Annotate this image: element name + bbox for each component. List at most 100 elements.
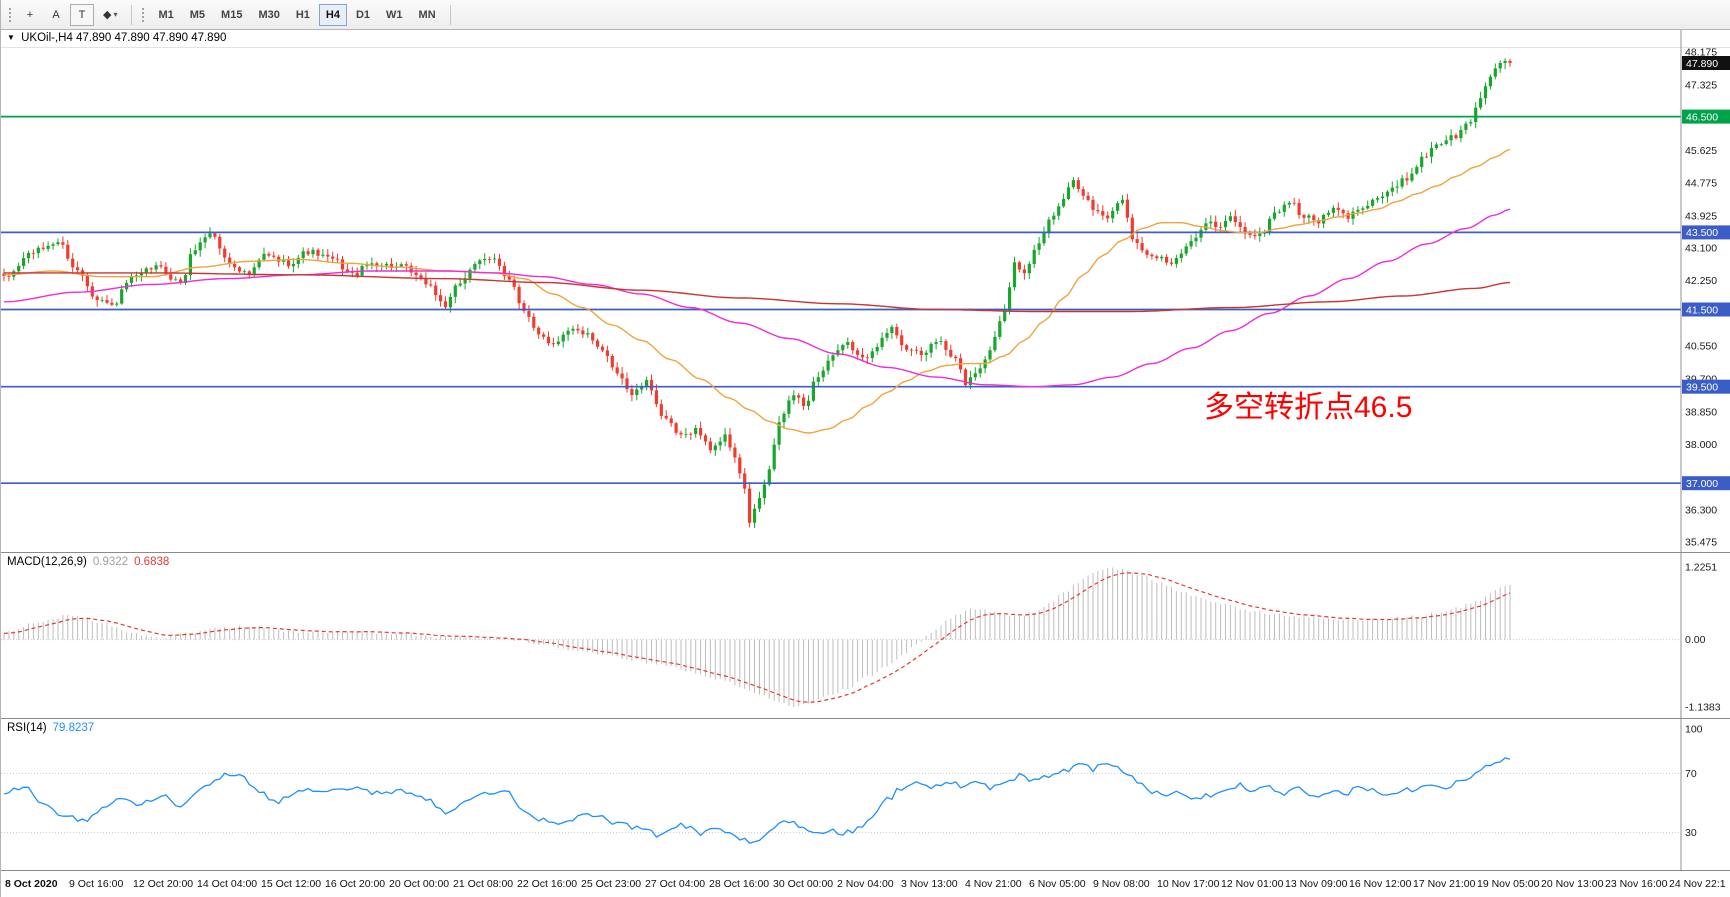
svg-text:16 Oct 20:00: 16 Oct 20:00	[325, 878, 385, 890]
svg-text:22 Oct 16:00: 22 Oct 16:00	[517, 878, 577, 890]
svg-text:44.775: 44.775	[1685, 178, 1717, 190]
svg-text:19 Nov 05:00: 19 Nov 05:00	[1477, 878, 1540, 890]
time-axis-canvas[interactable]: 8 Oct 2020 9 Oct 16:00 12 Oct 20:00 14 Oct …	[1, 871, 1730, 897]
svg-text:48.175: 48.175	[1685, 47, 1717, 59]
toolbar: + A T ◆ ▾ M1 M5 M15 M30 H1 H4 D1 W1 MN	[1, 0, 1730, 30]
timeframe-button-h4[interactable]: H4	[318, 3, 347, 26]
main-chart-panel[interactable]: ▼ UKOil-,H4 47.890 47.890 47.890 47.890 …	[1, 30, 1730, 552]
svg-text:41.500: 41.500	[1686, 304, 1718, 316]
macd-histogram	[3, 567, 1511, 707]
text-label-tool-button[interactable]: T	[70, 3, 94, 26]
timeframe-toolbar: M1 M5 M15 M30 H1 H4 D1 W1 MN	[150, 3, 443, 26]
svg-text:30: 30	[1685, 827, 1697, 839]
svg-text:8 Oct 2020: 8 Oct 2020	[5, 878, 58, 890]
svg-text:43.500: 43.500	[1686, 227, 1718, 239]
chart-title: ▼ UKOil-,H4 47.890 47.890 47.890 47.890	[7, 32, 226, 44]
macd-signal-value: 0.6838	[134, 556, 170, 568]
svg-text:13 Nov 09:00: 13 Nov 09:00	[1285, 878, 1348, 890]
macd-canvas[interactable]: 1.2251 0.00 -1.1383	[1, 553, 1730, 718]
price-badge-46.500: 46.500	[1682, 109, 1730, 124]
svg-text:36.300: 36.300	[1685, 505, 1717, 517]
svg-text:45.625: 45.625	[1685, 145, 1717, 157]
timeframe-button-h1[interactable]: H1	[289, 4, 317, 26]
timeframe-button-m1[interactable]: M1	[151, 4, 180, 26]
svg-text:43.925: 43.925	[1685, 210, 1717, 222]
svg-text:47.890: 47.890	[1686, 58, 1718, 70]
svg-text:20 Nov 13:00: 20 Nov 13:00	[1541, 878, 1604, 890]
chart-text-annotation[interactable]: 多空转折点46.5	[1204, 391, 1413, 424]
svg-text:9 Nov 08:00: 9 Nov 08:00	[1093, 878, 1150, 890]
up-candle-wicks	[13, 58, 1506, 528]
svg-text:35.475: 35.475	[1685, 537, 1717, 549]
svg-text:37.000: 37.000	[1686, 478, 1718, 490]
svg-text:9 Oct 16:00: 9 Oct 16:00	[69, 878, 123, 890]
svg-text:12 Oct 20:00: 12 Oct 20:00	[133, 878, 193, 890]
svg-text:20 Oct 00:00: 20 Oct 00:00	[389, 878, 449, 890]
macd-main-value: 0.9322	[92, 556, 129, 568]
symbol-period-label: UKOil-,H4	[21, 32, 73, 44]
svg-text:-1.1383: -1.1383	[1685, 702, 1721, 714]
shapes-tool-button[interactable]: ◆ ▾	[96, 3, 124, 25]
timeframe-button-m15[interactable]: M15	[214, 4, 249, 26]
rsi-axis[interactable]: 100 70 30	[1685, 724, 1703, 840]
ma-slow-red	[4, 272, 1511, 313]
svg-text:25 Oct 23:00: 25 Oct 23:00	[581, 878, 641, 890]
macd-label: MACD(12,26,9) 0.9322 0.6838	[7, 556, 169, 568]
cursor-tool-button[interactable]: +	[18, 4, 42, 26]
macd-axis[interactable]: 1.2251 0.00 -1.1383	[1685, 562, 1721, 714]
timeframe-button-m5[interactable]: M5	[183, 4, 212, 26]
svg-text:14 Oct 04:00: 14 Oct 04:00	[197, 878, 257, 890]
rsi-label: RSI(14) 79.8237	[7, 722, 94, 734]
svg-text:38.850: 38.850	[1685, 406, 1717, 418]
svg-text:0.00: 0.00	[1685, 634, 1706, 646]
svg-text:15 Oct 12:00: 15 Oct 12:00	[261, 878, 321, 890]
timeframe-button-w1[interactable]: W1	[379, 4, 410, 26]
svg-text:24 Nov 22:1: 24 Nov 22:1	[1669, 878, 1726, 890]
time-axis[interactable]: 8 Oct 2020 9 Oct 16:00 12 Oct 20:00 14 Oct …	[1, 870, 1730, 897]
rsi-line	[3, 757, 1511, 844]
chart-menu-icon[interactable]: ▼	[7, 33, 15, 42]
svg-text:10 Nov 17:00: 10 Nov 17:00	[1157, 878, 1220, 890]
svg-text:2 Nov 04:00: 2 Nov 04:00	[837, 878, 894, 890]
svg-text:23 Nov 16:00: 23 Nov 16:00	[1605, 878, 1668, 890]
macd-signal-line	[3, 572, 1511, 703]
rsi-name: RSI(14)	[7, 722, 47, 734]
timeframe-toolbar-grip[interactable]	[140, 5, 146, 24]
svg-text:46.500: 46.500	[1686, 111, 1718, 123]
svg-text:27 Oct 04:00: 27 Oct 04:00	[645, 878, 705, 890]
rsi-indicator-panel[interactable]: RSI(14) 79.8237 100 70 30	[1, 718, 1730, 870]
macd-indicator-panel[interactable]: MACD(12,26,9) 0.9322 0.6838 1.2251 0.00 -1.1…	[1, 552, 1730, 718]
svg-text:70: 70	[1685, 768, 1697, 780]
svg-text:100: 100	[1685, 724, 1703, 736]
svg-text:1.2251: 1.2251	[1685, 562, 1717, 574]
main-chart-canvas[interactable]: 48.175 47.325 45.625 44.775 43.925 43.100 42.2…	[1, 30, 1730, 552]
price-badge-37.000: 37.000	[1682, 476, 1730, 491]
rsi-canvas[interactable]: 100 70 30	[1, 719, 1730, 870]
price-badge-43.500: 43.500	[1682, 225, 1730, 240]
svg-text:4 Nov 21:00: 4 Nov 21:00	[965, 878, 1022, 890]
macd-name: MACD(12,26,9)	[7, 556, 87, 568]
svg-text:28 Oct 16:00: 28 Oct 16:00	[709, 878, 769, 890]
down-candles	[2, 60, 1512, 523]
svg-text:30 Oct 00:00: 30 Oct 00:00	[773, 878, 833, 890]
price-badge-39.500: 39.500	[1682, 379, 1730, 394]
ma-fast-orange	[3, 148, 1511, 434]
svg-text:47.325: 47.325	[1685, 79, 1717, 91]
svg-text:12 Nov 01:00: 12 Nov 01:00	[1221, 878, 1284, 890]
timeframe-button-mn[interactable]: MN	[412, 4, 443, 26]
toolbar-grip[interactable]	[7, 5, 12, 24]
svg-text:38.000: 38.000	[1685, 439, 1717, 451]
down-candle-wicks	[3, 58, 1511, 528]
timeframe-button-d1[interactable]: D1	[349, 4, 377, 26]
toolbar-separator-end	[449, 4, 451, 25]
svg-text:16 Nov 12:00: 16 Nov 12:00	[1349, 878, 1412, 890]
timeframe-button-m30[interactable]: M30	[251, 4, 286, 26]
text-tool-button[interactable]: A	[44, 4, 68, 26]
svg-text:39.500: 39.500	[1686, 382, 1718, 394]
svg-text:43.100: 43.100	[1685, 242, 1717, 254]
price-badge-47.890: 47.890	[1682, 56, 1730, 70]
price-axis[interactable]: 48.175 47.325 45.625 44.775 43.925 43.100 42.2…	[1685, 47, 1717, 549]
ohlc-values: 47.890 47.890 47.890 47.890	[76, 32, 227, 44]
time-labels: 8 Oct 2020 9 Oct 16:00 12 Oct 20:00 14 Oct …	[5, 878, 1726, 890]
svg-text:40.550: 40.550	[1685, 341, 1717, 353]
